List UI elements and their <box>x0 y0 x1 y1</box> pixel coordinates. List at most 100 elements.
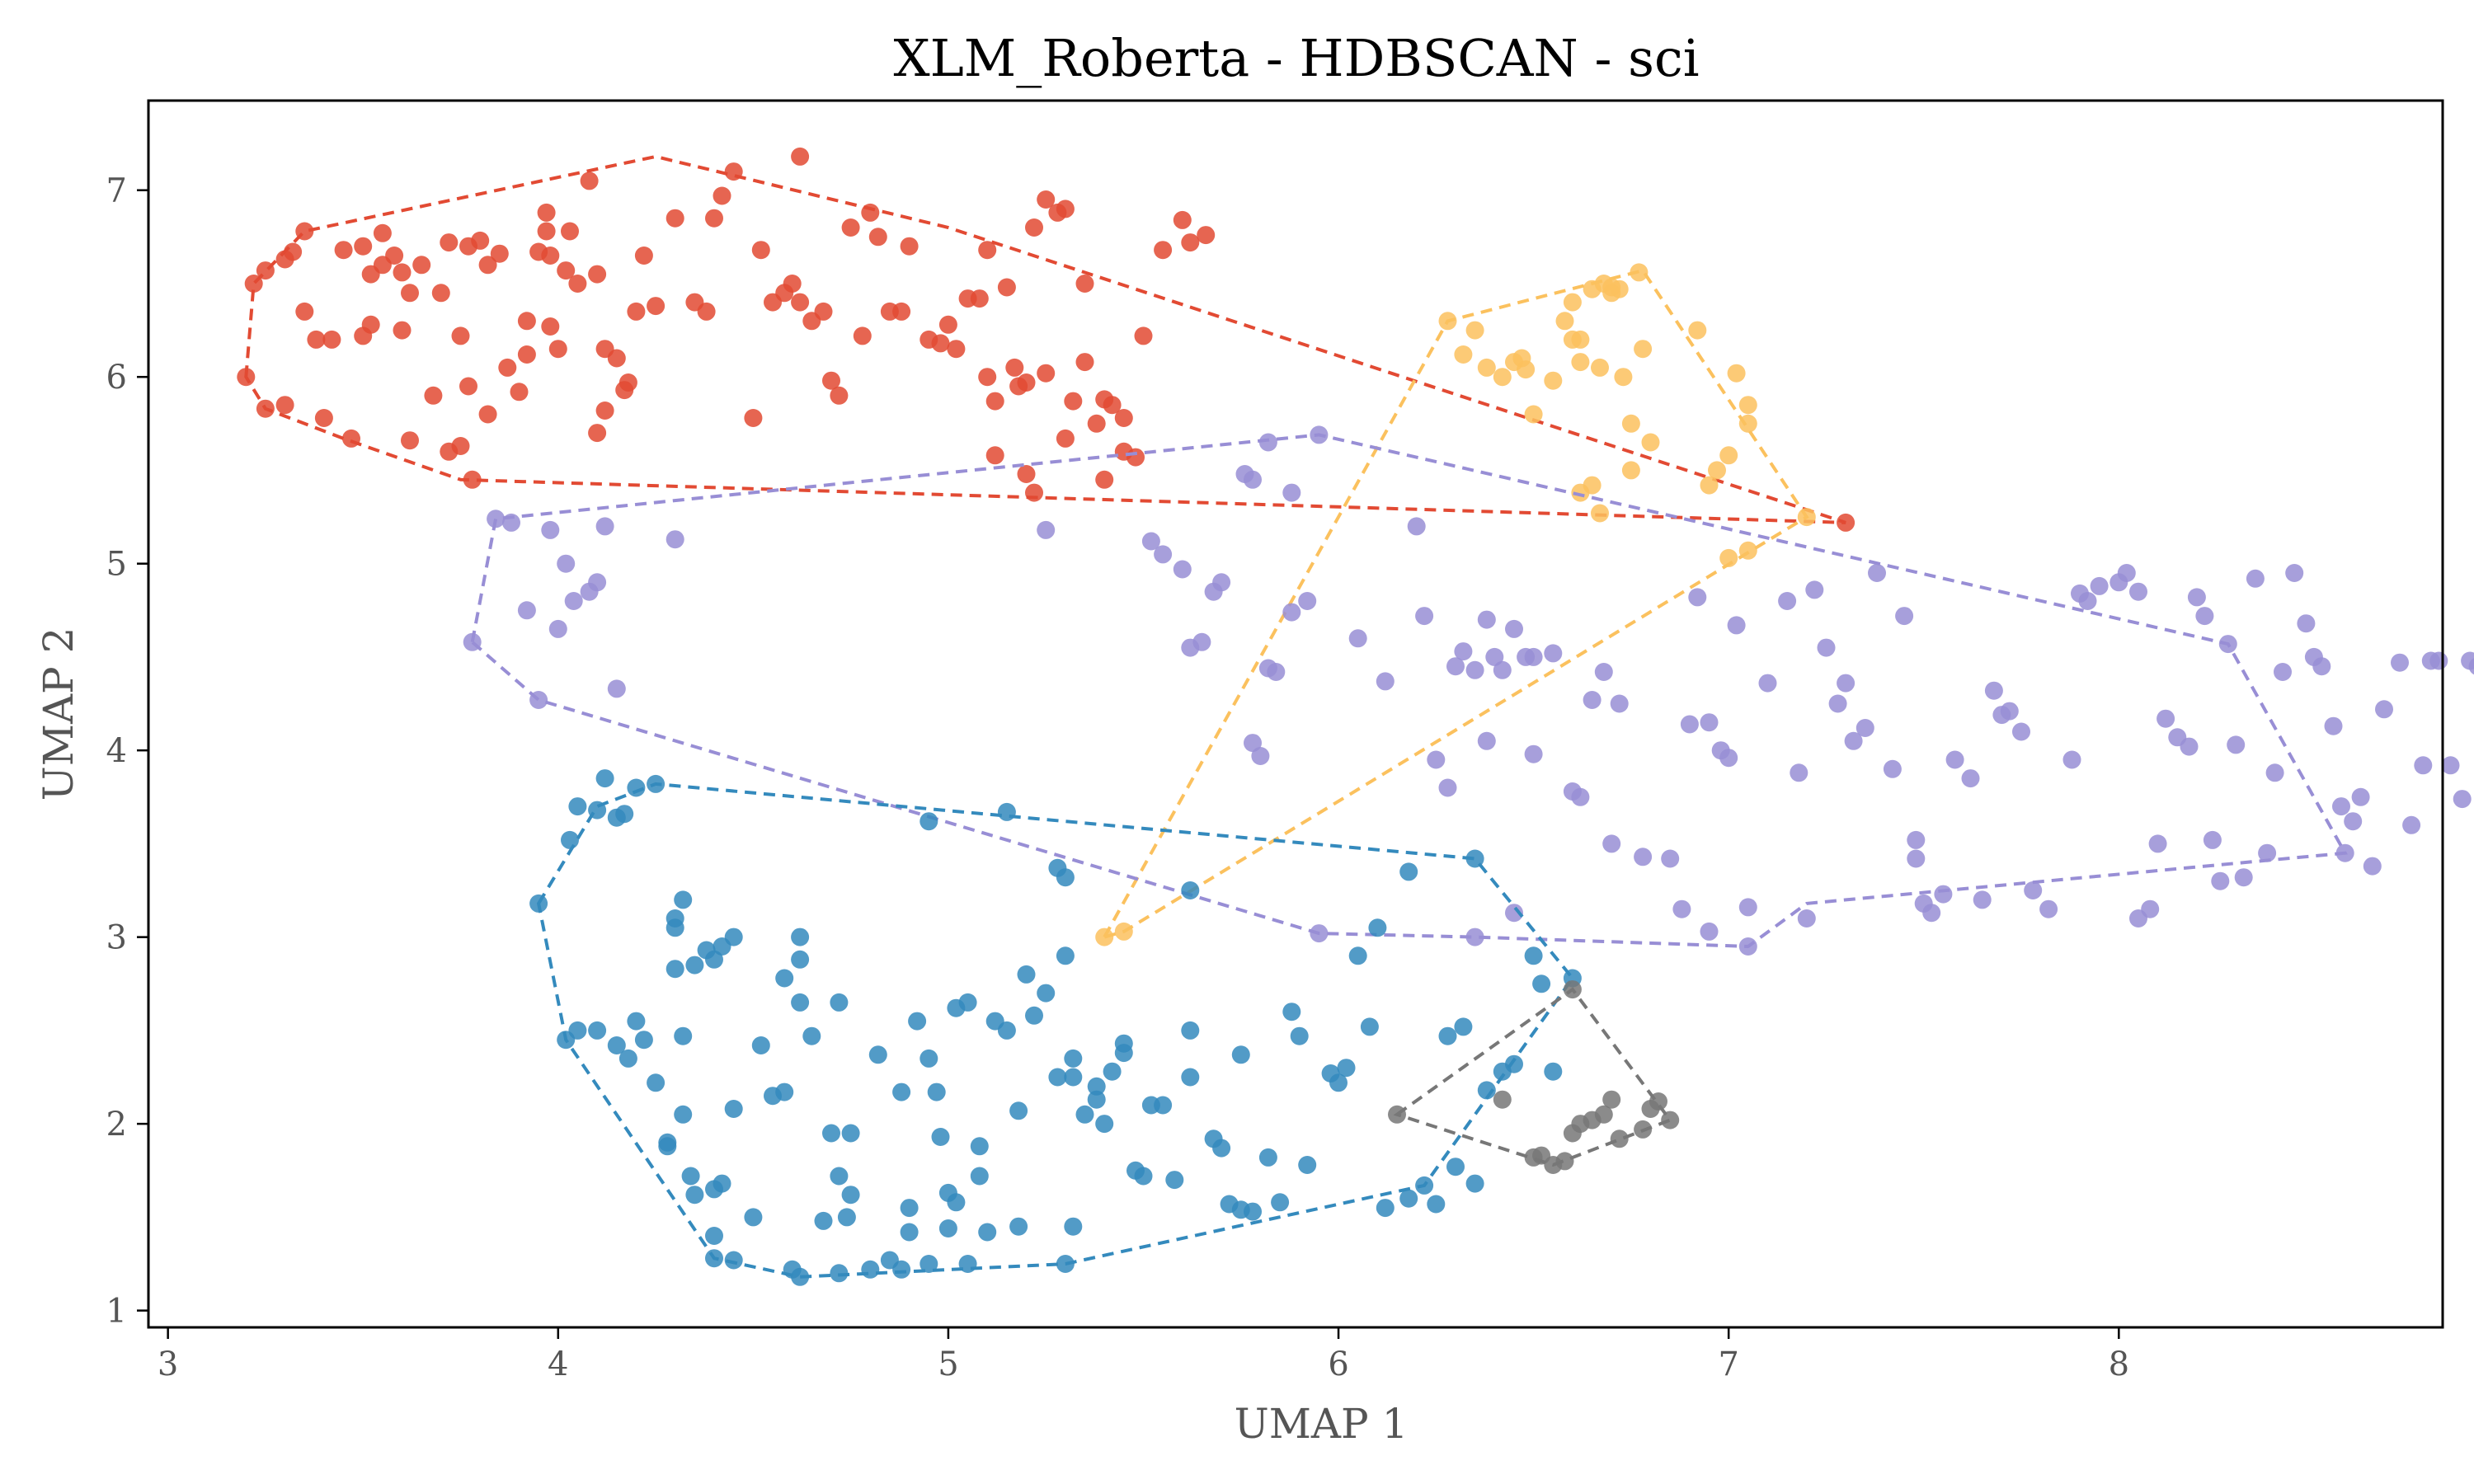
cluster-3-point <box>1544 1062 1563 1081</box>
cluster-2-point <box>1282 483 1301 502</box>
cluster-0-point <box>985 392 1004 411</box>
cluster-0-point <box>868 228 887 247</box>
cluster-2-point <box>1465 928 1484 946</box>
cluster-2-point <box>1037 520 1056 539</box>
cluster-2-point <box>2344 812 2363 831</box>
cluster-0-point <box>401 431 419 450</box>
cluster-0-point <box>1075 353 1094 372</box>
cluster-0-point <box>588 424 607 443</box>
cluster-2-point <box>1524 744 1543 763</box>
cluster-1-point <box>1610 279 1629 298</box>
cluster-2-point <box>1680 715 1699 734</box>
cluster-1-point <box>1621 414 1640 433</box>
cluster-2-point <box>1477 610 1496 629</box>
cluster-3-point <box>607 1036 626 1054</box>
cluster-4-point <box>1610 1129 1629 1148</box>
cluster-2-point <box>1778 592 1797 610</box>
cluster-0-point <box>1095 470 1114 489</box>
cluster-2-point <box>1661 849 1680 868</box>
cluster-2-point <box>1688 588 1707 607</box>
cluster-2-point <box>1485 647 1504 666</box>
cluster-4 <box>1388 980 1680 1174</box>
cluster-2-point <box>2024 881 2043 899</box>
cluster-2-point <box>2265 763 2284 782</box>
cluster-3-point <box>1087 1077 1106 1096</box>
cluster-1-point <box>1738 396 1757 415</box>
cluster-0-point <box>1114 409 1133 427</box>
cluster-0-point <box>1005 358 1024 377</box>
cluster-0-point <box>627 302 646 321</box>
y-tick-label: 5 <box>106 546 127 584</box>
cluster-3-point <box>841 1186 860 1205</box>
cluster-0-point <box>385 247 404 265</box>
cluster-2-point <box>2363 857 2382 876</box>
cluster-1-point <box>1454 345 1473 364</box>
cluster-0 <box>237 147 1856 532</box>
cluster-3-point <box>1064 1049 1083 1068</box>
cluster-2-point <box>2441 756 2460 775</box>
cluster-3-hull <box>536 782 1575 1279</box>
cluster-0-point <box>1064 392 1083 411</box>
cluster-3-point <box>618 1049 637 1068</box>
cluster-0-hull <box>244 154 1846 524</box>
cluster-3-point <box>1329 1073 1348 1092</box>
cluster-0-point <box>541 247 560 265</box>
cluster-3-point <box>627 778 646 797</box>
cluster-3-point <box>724 1251 743 1270</box>
cluster-1-point <box>1719 548 1738 567</box>
cluster-2-point <box>1415 607 1434 626</box>
cluster-3-point <box>938 1219 957 1237</box>
cluster-3-point <box>1399 862 1418 881</box>
cluster-0-point <box>892 302 911 321</box>
cluster-2-point <box>2453 790 2472 809</box>
cluster-0-point <box>478 405 497 424</box>
cluster-2-point <box>1571 787 1590 806</box>
cluster-0-point <box>822 371 840 390</box>
cluster-0-point <box>970 289 989 308</box>
cluster-2-point <box>2148 834 2167 853</box>
cluster-3-point <box>1465 849 1484 868</box>
cluster-0-point <box>431 284 450 303</box>
cluster-3-point <box>561 830 579 849</box>
cluster-2-point <box>2180 737 2199 756</box>
cluster-2-point <box>1173 560 1192 579</box>
x-tick-label: 6 <box>1328 1345 1348 1383</box>
cluster-3-point <box>658 1137 677 1156</box>
cluster-2-point <box>1907 849 1926 868</box>
cluster-2-point <box>1583 691 1602 709</box>
cluster-1-point <box>1571 353 1590 372</box>
cluster-1-point <box>1727 364 1746 383</box>
cluster-3-point <box>1244 1202 1262 1221</box>
cluster-2-point <box>1934 885 1953 904</box>
cluster-3-point <box>1181 881 1200 899</box>
cluster-0-point <box>938 315 957 334</box>
cluster-2-point <box>1212 573 1231 592</box>
cluster-3-point <box>892 1260 911 1279</box>
cluster-0-point <box>1114 442 1133 461</box>
cluster-0-point <box>1056 200 1075 218</box>
cluster-2-point <box>564 592 583 610</box>
cluster-2-point <box>2324 716 2343 735</box>
cluster-3-point <box>1009 1101 1028 1120</box>
y-axis-label: UMAP 2 <box>35 627 82 801</box>
cluster-0-point <box>634 247 653 265</box>
cluster-0-point <box>931 334 950 353</box>
cluster-2-point <box>2000 702 2019 721</box>
cluster-3-point <box>900 1199 919 1218</box>
cluster-0-point <box>463 470 482 489</box>
cluster-3-point <box>1134 1167 1153 1186</box>
cluster-3-point <box>802 1026 821 1045</box>
cluster-2-point <box>1267 663 1286 681</box>
cluster-0-point <box>1025 218 1043 237</box>
cluster-0-point <box>791 147 810 166</box>
cluster-3-point <box>1165 1171 1184 1190</box>
cluster-0-point <box>713 186 731 205</box>
cluster-0-point <box>595 402 614 420</box>
cluster-2-point <box>2285 564 2304 582</box>
cluster-3-point <box>1376 1199 1395 1218</box>
cluster-3-point <box>791 993 810 1012</box>
cluster-3-point <box>1348 946 1367 965</box>
cluster-2-point <box>548 619 567 638</box>
cluster-0-point <box>517 345 536 364</box>
